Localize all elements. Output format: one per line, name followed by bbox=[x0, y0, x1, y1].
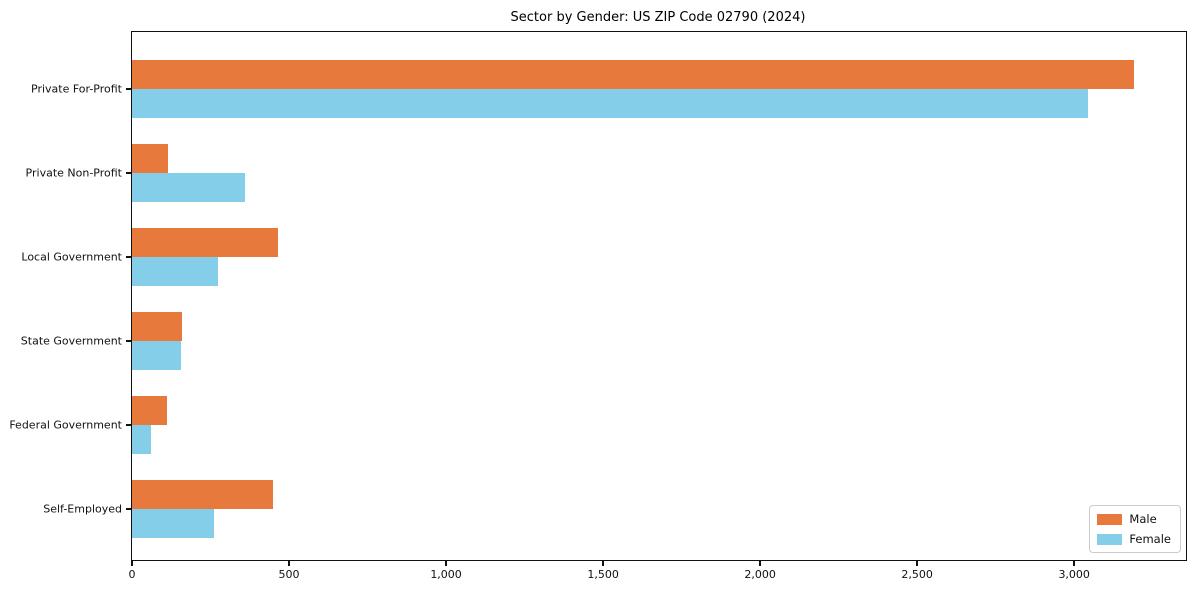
x-tick-mark bbox=[445, 561, 447, 566]
y-axis-label-state-government: State Government bbox=[20, 334, 122, 348]
y-axis-label-federal-government: Federal Government bbox=[9, 418, 122, 432]
bar-female-private-non-profit bbox=[132, 173, 246, 202]
legend-label-female: Female bbox=[1129, 532, 1171, 546]
bar-female-self-employed bbox=[132, 509, 214, 538]
female-series-swatch bbox=[1097, 533, 1123, 545]
y-tick-mark bbox=[126, 172, 131, 174]
plot-area: Male Female Private For-Profit Private Non… bbox=[9, 31, 1187, 581]
x-axis-label-3000: 3,000 bbox=[1058, 568, 1090, 581]
legend: Male Female bbox=[1089, 505, 1181, 553]
x-tick-mark bbox=[1073, 561, 1075, 566]
bar-male-local-government bbox=[132, 228, 278, 257]
legend-label-male: Male bbox=[1129, 512, 1157, 526]
y-tick-mark bbox=[126, 88, 131, 90]
bar-male-state-government bbox=[132, 312, 183, 341]
x-axis-label-2500: 2,500 bbox=[901, 568, 933, 581]
y-axis-label-local-government: Local Government bbox=[21, 250, 122, 264]
legend-item-female: Female bbox=[1097, 532, 1171, 546]
male-series-swatch bbox=[1097, 513, 1123, 525]
bar-male-self-employed bbox=[132, 480, 274, 509]
x-tick-mark bbox=[131, 561, 133, 566]
y-axis-label-self-employed: Self-Employed bbox=[43, 502, 122, 516]
x-axis-label-500: 500 bbox=[278, 568, 300, 581]
chart-title: Sector by Gender: US ZIP Code 02790 (202… bbox=[510, 10, 806, 25]
x-axis-label-1000: 1,000 bbox=[430, 568, 462, 581]
bar-female-state-government bbox=[132, 341, 181, 370]
y-tick-mark bbox=[126, 508, 131, 510]
bar-female-local-government bbox=[132, 257, 219, 286]
y-tick-mark bbox=[126, 256, 131, 258]
y-tick-mark bbox=[126, 424, 131, 426]
x-tick-mark bbox=[916, 561, 918, 566]
x-tick-mark bbox=[288, 561, 290, 566]
legend-item-male: Male bbox=[1097, 512, 1171, 526]
x-axis-label-1500: 1,500 bbox=[587, 568, 619, 581]
x-axis-label-2000: 2,000 bbox=[744, 568, 776, 581]
y-axis-label-private-for-profit: Private For-Profit bbox=[31, 82, 122, 96]
x-tick-mark bbox=[602, 561, 604, 566]
y-tick-mark bbox=[126, 340, 131, 342]
bar-male-federal-government bbox=[132, 396, 167, 425]
bar-male-private-for-profit bbox=[132, 60, 1134, 89]
y-axis-label-private-non-profit: Private Non-Profit bbox=[25, 166, 122, 180]
bar-female-private-for-profit bbox=[132, 89, 1089, 118]
x-axis-label-0: 0 bbox=[128, 568, 136, 581]
x-tick-mark bbox=[759, 561, 761, 566]
bar-male-private-non-profit bbox=[132, 144, 169, 173]
bar-female-federal-government bbox=[132, 425, 151, 454]
